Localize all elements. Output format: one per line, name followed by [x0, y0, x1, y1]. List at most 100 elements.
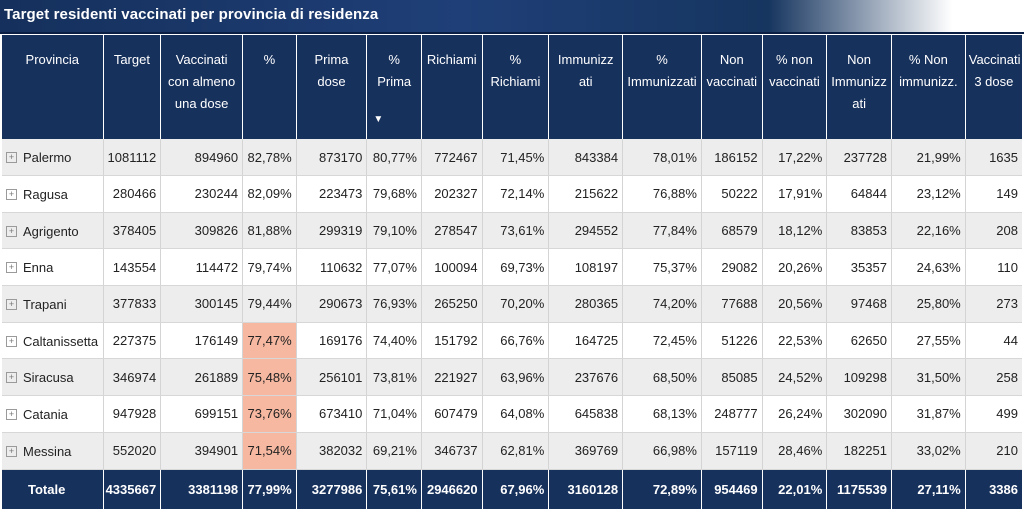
province-cell: + Messina: [2, 432, 104, 470]
cell-vaccinati-con-almeno-una-dose: 261889: [160, 358, 244, 397]
table-row[interactable]: + Messina 552020 394901 71,54% 382032 69,21% 34…: [2, 432, 1022, 470]
cell-target: 1081112: [103, 139, 162, 177]
expand-plus-icon[interactable]: +: [6, 262, 17, 274]
column-header-vaccinati-3-dose[interactable]: Vaccinati 3 dose: [965, 35, 1022, 139]
cell-prima-dose: 223473: [296, 175, 368, 213]
cell-pct-prima: 79,10%: [366, 212, 422, 250]
cell-vaccinati-con-almeno-una-dose: 176149: [160, 322, 244, 360]
expand-plus-icon[interactable]: +: [6, 445, 17, 457]
cell-pct: 79,44%: [242, 285, 297, 323]
total-vaccinati-3-dose: 3386: [965, 469, 1022, 509]
column-header-prima-dose[interactable]: Prima dose: [296, 35, 368, 139]
cell-pct-prima: 71,04%: [366, 395, 422, 433]
table-row[interactable]: + Palermo 1081112 894960 82,78% 873170 80,77% 7…: [2, 139, 1022, 177]
province-name: Palermo: [23, 150, 72, 166]
cell-non-vaccinati: 85085: [701, 358, 763, 397]
cell-non-immunizz-ati: 237728: [826, 139, 892, 177]
cell-prima-dose: 256101: [296, 358, 368, 397]
total-immunizz-ati: 3160128: [548, 469, 624, 509]
cell-pct-richiami: 70,20%: [482, 285, 550, 323]
expand-plus-icon[interactable]: +: [6, 189, 17, 201]
expand-plus-icon[interactable]: +: [6, 408, 17, 420]
cell-richiami: 772467: [421, 139, 483, 177]
cell-non-immunizz-ati: 97468: [826, 285, 892, 323]
total-non-vaccinati: 954469: [701, 469, 763, 509]
column-header-pct[interactable]: %: [242, 35, 297, 139]
cell-pct-prima: 77,07%: [366, 248, 422, 287]
column-header-immunizz-ati[interactable]: Immunizz ati: [548, 35, 624, 139]
column-header-label: % Non immunizz.: [899, 52, 958, 89]
cell-non-vaccinati: 29082: [701, 248, 763, 287]
cell-richiami: 607479: [421, 395, 483, 433]
column-header-richiami[interactable]: Richiami: [421, 35, 483, 139]
cell-vaccinati-con-almeno-una-dose: 309826: [160, 212, 244, 250]
table-row[interactable]: + Trapani 377833 300145 79,44% 290673 76,93% 26…: [2, 285, 1022, 323]
cell-vaccinati-3-dose: 1635: [965, 139, 1022, 177]
table-row[interactable]: + Siracusa 346974 261889 75,48% 256101 73,81% 2…: [2, 358, 1022, 397]
cell-pct-non-immunizz: 31,87%: [891, 395, 966, 433]
province-name: Messina: [23, 443, 72, 459]
cell-pct-immunizzati: 68,13%: [622, 395, 702, 433]
column-header-pct-immunizzati[interactable]: % Immunizzati: [622, 35, 702, 139]
cell-non-immunizz-ati: 302090: [826, 395, 892, 433]
table-row[interactable]: + Catania 947928 699151 73,76% 673410 71,04% 60…: [2, 395, 1022, 433]
cell-target: 947928: [103, 395, 162, 433]
province-cell: + Palermo: [2, 139, 104, 177]
total-richiami: 2946620: [421, 469, 483, 509]
sort-descending-icon[interactable]: ▼: [373, 114, 384, 125]
column-header-pct-prima[interactable]: % Prima ▼: [366, 35, 422, 139]
cell-immunizz-ati: 645838: [548, 395, 624, 433]
cell-pct-prima: 74,40%: [366, 322, 422, 360]
cell-pct-prima: 79,68%: [366, 175, 422, 213]
cell-vaccinati-3-dose: 208: [965, 212, 1022, 250]
column-header-label: Vaccinati con almeno una dose: [168, 52, 236, 111]
column-header-target[interactable]: Target: [103, 35, 162, 139]
header-row: Provincia Target Vaccinati con almeno una …: [2, 35, 1022, 139]
column-header-pct-non-immunizz[interactable]: % Non immunizz.: [891, 35, 966, 139]
expand-plus-icon[interactable]: +: [6, 152, 17, 164]
province-name: Caltanissetta: [23, 333, 99, 349]
cell-vaccinati-con-almeno-una-dose: 394901: [160, 432, 244, 470]
total-pct-immunizzati: 72,89%: [622, 469, 702, 509]
cell-pct-non-immunizz: 22,16%: [891, 212, 966, 250]
visual-title: Target residenti vaccinati per provincia…: [4, 6, 379, 23]
column-header-label: % Prima: [377, 52, 412, 89]
cell-pct-non-vaccinati: 17,22%: [762, 139, 828, 177]
column-header-non-immunizz-ati[interactable]: Non Immunizz ati: [826, 35, 892, 139]
cell-vaccinati-3-dose: 258: [965, 358, 1022, 397]
column-header-non-vaccinati[interactable]: Non vaccinati: [701, 35, 763, 139]
table-row[interactable]: + Enna 143554 114472 79,74% 110632 77,07% 10009…: [2, 248, 1022, 287]
cell-pct-richiami: 63,96%: [482, 358, 550, 397]
cell-prima-dose: 299319: [296, 212, 368, 250]
province-cell: + Ragusa: [2, 175, 104, 213]
province-cell: + Agrigento: [2, 212, 104, 250]
column-header-provincia[interactable]: Provincia: [2, 35, 104, 139]
column-header-pct-non-vaccinati[interactable]: % non vaccinati: [762, 35, 828, 139]
column-header-pct-richiami[interactable]: % Richiami: [482, 35, 550, 139]
province-cell: + Trapani: [2, 285, 104, 323]
column-header-label: % Richiami: [490, 52, 541, 89]
column-header-label: Prima dose: [314, 52, 349, 89]
cell-prima-dose: 110632: [296, 248, 368, 287]
column-header-label: % non vaccinati: [769, 52, 820, 89]
cell-pct-immunizzati: 77,84%: [622, 212, 702, 250]
table-row[interactable]: + Caltanissetta 227375 176149 77,47% 169176 74…: [2, 322, 1022, 360]
column-header-vaccinati-con-almeno-una-dose[interactable]: Vaccinati con almeno una dose: [160, 35, 244, 139]
table-row[interactable]: + Agrigento 378405 309826 81,88% 299319 79,10%…: [2, 212, 1022, 250]
cell-non-vaccinati: 157119: [701, 432, 763, 470]
expand-plus-icon[interactable]: +: [6, 372, 17, 384]
expand-plus-icon[interactable]: +: [6, 225, 17, 237]
cell-pct-richiami: 64,08%: [482, 395, 550, 433]
table-row[interactable]: + Ragusa 280466 230244 82,09% 223473 79,68% 202…: [2, 175, 1022, 213]
cell-non-immunizz-ati: 35357: [826, 248, 892, 287]
cell-target: 346974: [103, 358, 162, 397]
expand-plus-icon[interactable]: +: [6, 298, 17, 310]
total-label: Totale: [2, 469, 104, 509]
cell-richiami: 278547: [421, 212, 483, 250]
province-name: Ragusa: [23, 187, 68, 203]
vaccination-matrix-table: Provincia Target Vaccinati con almeno una …: [2, 35, 1022, 509]
expand-plus-icon[interactable]: +: [6, 335, 17, 347]
cell-pct-non-immunizz: 33,02%: [891, 432, 966, 470]
cell-pct-richiami: 69,73%: [482, 248, 550, 287]
cell-target: 377833: [103, 285, 162, 323]
